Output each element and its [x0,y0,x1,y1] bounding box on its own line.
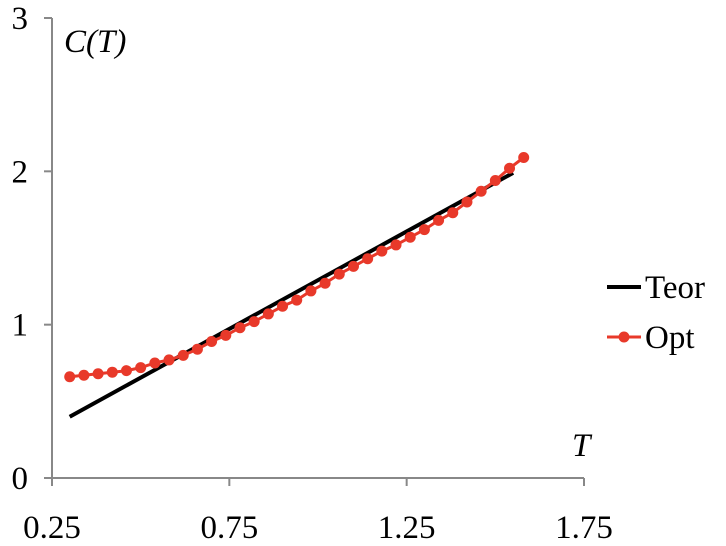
data-point-opt [475,185,487,197]
data-point-opt [92,368,104,380]
data-point-opt [120,365,132,377]
data-point-opt [291,294,303,306]
data-point-opt [447,207,459,219]
data-point-opt [518,152,530,164]
y-tick-label: 2 [12,154,29,190]
legend-label-opt: Opt [645,320,695,356]
x-tick-label: 1.75 [555,510,613,546]
legend-marker-opt [618,331,630,343]
data-point-opt [390,239,402,251]
y-tick-label: 1 [12,308,29,344]
data-point-opt [78,369,90,381]
y-axis-title: C(T) [64,24,126,60]
data-point-opt [191,343,203,355]
data-point-opt [333,268,345,280]
data-point-opt [234,322,246,334]
data-point-opt [376,245,388,257]
data-point-opt [489,175,501,187]
legend-label-teor: Teor [645,270,705,306]
series-layer [64,152,530,419]
data-point-opt [433,214,445,226]
data-point-opt [106,366,118,378]
legend: Teor Opt [607,270,705,356]
y-tick-label: 0 [12,461,29,497]
data-point-opt [206,336,218,348]
legend-item-opt: Opt [607,320,695,356]
axes [51,18,584,479]
data-point-opt [220,329,232,341]
data-point-opt [64,371,76,383]
ticks [44,17,585,486]
x-tick-label: 1.25 [378,510,436,546]
data-point-opt [163,354,175,366]
data-point-opt [362,253,374,265]
data-point-opt [319,277,331,289]
y-tick-label: 3 [12,1,29,37]
data-point-opt [347,260,359,272]
data-point-opt [135,362,147,374]
data-point-opt [305,285,317,297]
tick-labels: 0 1 2 3 0.25 0.75 1.25 1.75 [12,1,613,546]
data-point-opt [404,231,416,243]
data-point-opt [277,300,289,312]
data-point-opt [418,224,430,236]
data-point-opt [262,308,274,320]
data-point-opt [504,162,516,174]
series-line-opt [69,156,525,379]
series-line-teor [68,171,515,419]
x-axis-title: T [572,428,593,464]
data-point-opt [177,349,189,361]
x-tick-label: 0.25 [23,510,81,546]
legend-item-teor: Teor [607,270,705,306]
data-point-opt [149,357,161,369]
x-tick-label: 0.75 [200,510,258,546]
data-point-opt [248,316,260,328]
data-point-opt [461,196,473,208]
